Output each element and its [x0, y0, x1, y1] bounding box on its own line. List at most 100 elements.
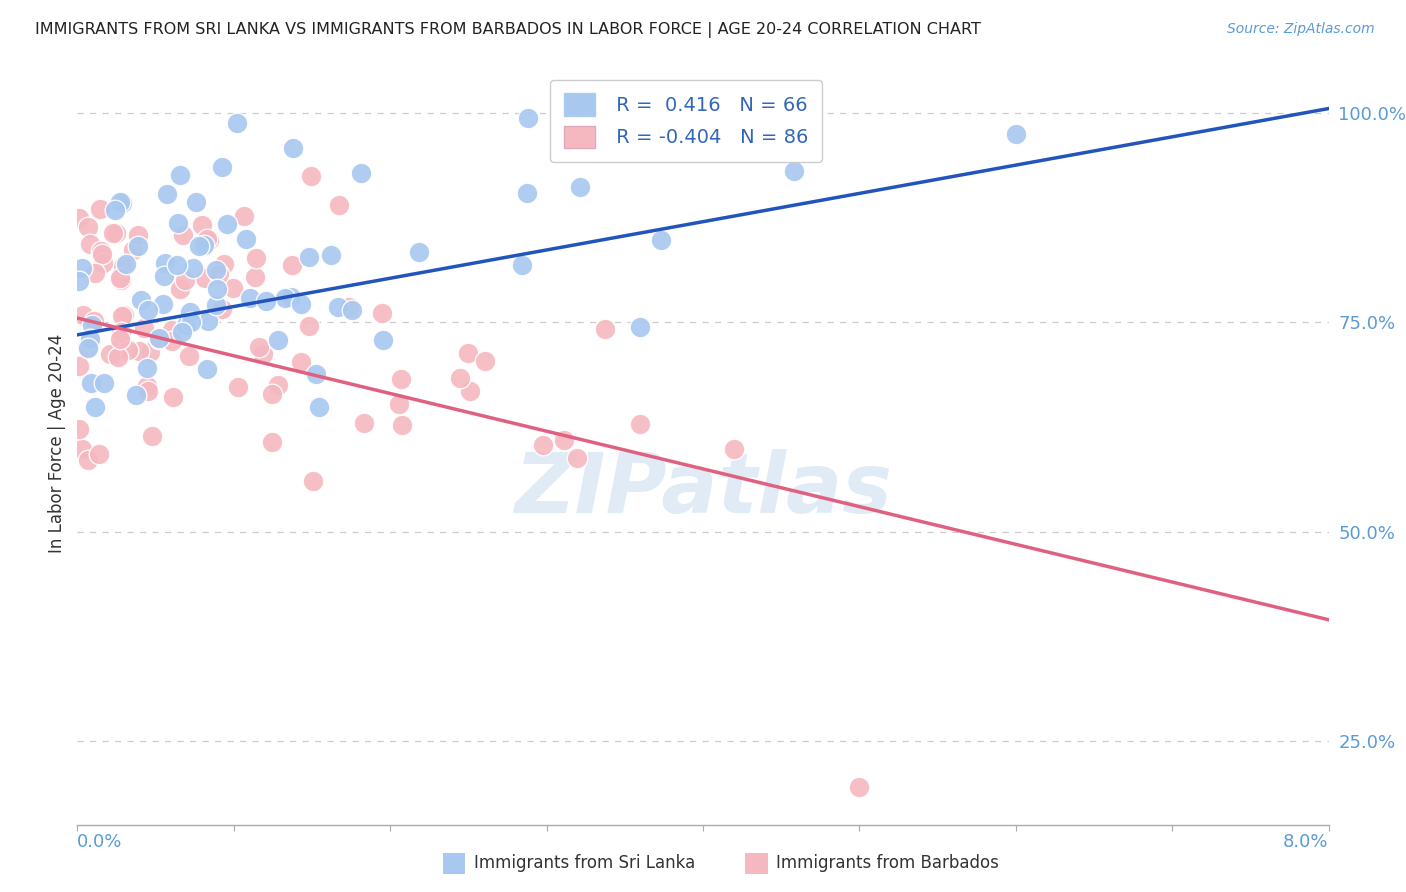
Point [197, 362, 219, 376]
Point [84, 266, 107, 280]
Point [110, 273, 132, 287]
Point [167, 216, 190, 230]
Point [262, 387, 284, 401]
Point [72, 442, 94, 456]
Point [70, 260, 93, 275]
Point [129, 293, 152, 307]
Point [319, 247, 342, 261]
Point [510, 258, 533, 272]
Point [188, 239, 211, 253]
Point [449, 371, 471, 385]
Point [517, 112, 540, 126]
Point [208, 267, 231, 281]
Point [281, 258, 304, 272]
Text: 0.0%: 0.0% [77, 833, 122, 852]
Text: ZIPatlas: ZIPatlas [515, 449, 891, 530]
Point [72, 308, 94, 322]
Point [848, 780, 870, 795]
Point [67, 359, 90, 373]
Point [298, 319, 321, 334]
Point [174, 273, 197, 287]
Point [190, 218, 212, 232]
Point [101, 226, 124, 240]
Point [104, 203, 127, 218]
Point [353, 416, 375, 430]
Point [90, 244, 112, 258]
Point [260, 435, 283, 450]
Point [110, 325, 132, 339]
Point [89, 202, 111, 216]
Point [156, 186, 179, 201]
Point [565, 451, 588, 466]
Point [84, 400, 107, 414]
Point [148, 332, 170, 346]
Point [239, 291, 262, 305]
Point [121, 244, 143, 258]
Point [177, 349, 200, 363]
Point [180, 315, 202, 329]
Point [628, 417, 651, 431]
Point [125, 388, 148, 402]
Point [141, 429, 163, 443]
Point [553, 434, 575, 448]
Point [215, 217, 238, 231]
Point [267, 333, 290, 347]
Point [127, 238, 149, 252]
Point [650, 233, 672, 247]
Point [112, 308, 135, 322]
Point [138, 384, 160, 398]
Point [226, 380, 249, 394]
Point [107, 350, 129, 364]
Point [160, 334, 183, 348]
Point [301, 474, 323, 488]
Point [83, 314, 105, 328]
Point [117, 343, 139, 358]
Point [184, 194, 207, 209]
Point [67, 422, 90, 436]
Point [280, 289, 302, 303]
Point [153, 256, 176, 270]
Point [274, 291, 297, 305]
Point [174, 318, 197, 332]
Point [153, 268, 176, 283]
Point [457, 345, 479, 359]
Point [458, 384, 481, 399]
Point [152, 297, 174, 311]
Point [77, 453, 100, 467]
Point [193, 271, 215, 285]
Point [148, 331, 170, 345]
Point [195, 232, 218, 246]
Point [222, 281, 245, 295]
Point [235, 231, 257, 245]
Point [79, 237, 101, 252]
Point [108, 332, 131, 346]
Point [111, 259, 134, 273]
Point [290, 296, 312, 310]
Point [233, 209, 256, 223]
Point [568, 180, 591, 194]
Point [328, 198, 350, 212]
Point [127, 227, 149, 242]
Point [104, 226, 127, 240]
Point [408, 245, 430, 260]
Y-axis label: In Labor Force | Age 20-24: In Labor Force | Age 20-24 [48, 334, 66, 553]
Point [170, 325, 193, 339]
Point [290, 354, 312, 368]
Point [111, 196, 134, 211]
Point [67, 211, 90, 225]
Text: IMMIGRANTS FROM SRI LANKA VS IMMIGRANTS FROM BARBADOS IN LABOR FORCE | AGE 20-24: IMMIGRANTS FROM SRI LANKA VS IMMIGRANTS … [35, 22, 981, 38]
Point [326, 300, 349, 314]
Point [111, 310, 134, 324]
Point [128, 343, 150, 358]
Point [172, 228, 194, 243]
Point [245, 270, 267, 285]
Point [76, 219, 98, 234]
Point [211, 301, 233, 316]
Point [516, 186, 538, 200]
Legend:  R =  0.416   N = 66,  R = -0.404   N = 86: R = 0.416 N = 66, R = -0.404 N = 86 [550, 79, 823, 161]
Point [205, 283, 228, 297]
Point [79, 333, 101, 347]
Point [93, 376, 115, 390]
Point [77, 334, 100, 348]
Point [76, 341, 98, 355]
